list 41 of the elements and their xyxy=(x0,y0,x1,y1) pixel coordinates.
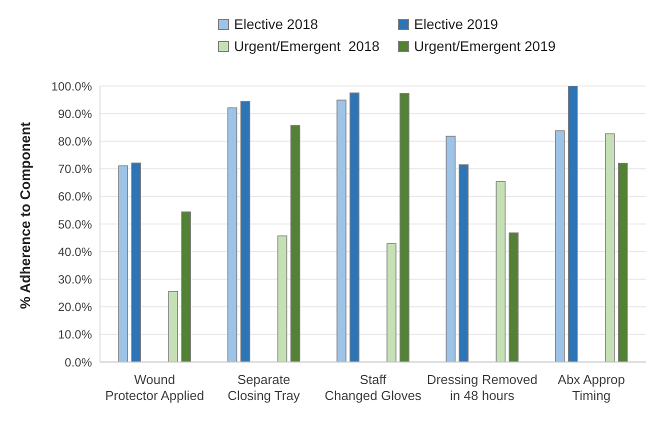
y-axis-title: % Adherence to Component xyxy=(16,122,33,309)
bar xyxy=(568,86,578,362)
y-tick-label: 0.0% xyxy=(64,355,92,370)
bar xyxy=(604,133,615,362)
bar xyxy=(118,165,128,362)
y-tick-label: 100.0% xyxy=(51,79,92,94)
y-tick-label: 30.0% xyxy=(58,272,92,286)
legend-label: Urgent/Emergent 2019 xyxy=(414,38,556,54)
bar xyxy=(168,290,178,362)
bar xyxy=(277,235,288,362)
y-tick-label: 90.0% xyxy=(58,106,92,121)
bar xyxy=(386,243,396,362)
bar xyxy=(618,162,628,362)
bar xyxy=(227,107,238,362)
legend-label: Elective 2018 xyxy=(234,16,318,32)
bar xyxy=(131,162,141,362)
bar xyxy=(554,130,565,362)
bar xyxy=(458,164,469,362)
bar xyxy=(446,136,456,362)
y-tick-label: 10.0% xyxy=(58,328,92,342)
x-tick-label: Dressing Removed in 48 hours xyxy=(426,372,538,403)
bar xyxy=(400,93,410,362)
bar xyxy=(350,92,360,362)
y-tick-label: 80.0% xyxy=(58,134,92,148)
y-tick-label: 60.0% xyxy=(58,190,92,204)
bar xyxy=(181,211,191,362)
x-tick-label: Abx Approp Timing xyxy=(558,372,626,403)
legend-label: Elective 2019 xyxy=(414,16,498,32)
y-tick-label: 70.0% xyxy=(58,162,92,176)
bar xyxy=(496,181,506,362)
y-tick-label: 20.0% xyxy=(58,300,92,314)
x-tick-label: Staff Changed Gloves xyxy=(324,372,422,403)
legend-label: Urgent/Emergent 2018 xyxy=(234,38,380,54)
y-tick-label: 50.0% xyxy=(58,217,92,232)
x-tick-label: Wound Protector Applied xyxy=(105,372,204,403)
bar xyxy=(508,232,519,362)
bar xyxy=(290,125,300,362)
bar xyxy=(240,101,250,362)
x-tick-label: Separate Closing Tray xyxy=(228,372,300,403)
bar xyxy=(336,100,346,362)
y-tick-label: 40.0% xyxy=(58,244,92,259)
